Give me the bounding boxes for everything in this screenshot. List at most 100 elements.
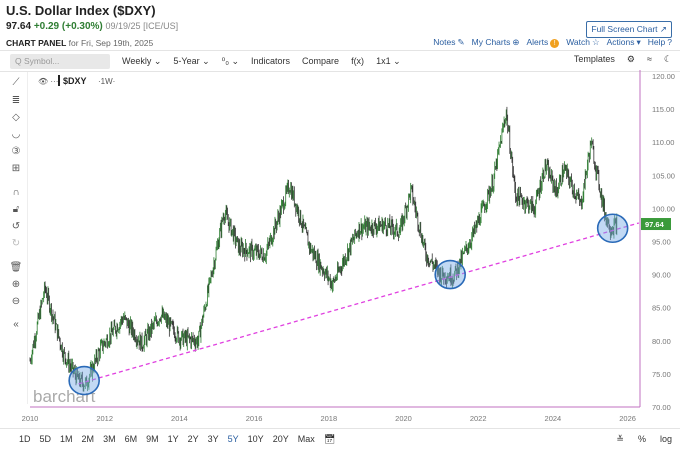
alerts-icon: ! — [550, 39, 560, 48]
chart-legend: 👁︎ ··· $DXY ·1W· — [38, 75, 115, 86]
symbol-search-input[interactable]: Q Symbol... — [10, 53, 110, 69]
shape-tool-icon[interactable]: ◇ — [12, 112, 20, 123]
undo-icon[interactable]: ↺ — [11, 221, 21, 232]
trendline — [78, 222, 639, 385]
range-9m[interactable]: 9M — [146, 434, 159, 444]
x-tick-label: 2024 — [545, 414, 562, 423]
toolbar-item-6[interactable]: 1x1 ⌄ — [376, 55, 401, 66]
help-icon: ? — [667, 37, 672, 47]
y-tick-label: 70.00 — [652, 403, 671, 412]
link-label: Actions — [606, 37, 635, 47]
collapse-icon[interactable]: ≈ — [646, 54, 652, 64]
y-tick-label: 85.00 — [652, 304, 671, 313]
curve-tool-icon[interactable]: ◡ — [11, 129, 21, 140]
page-title: U.S. Dollar Index ($DXY) — [6, 3, 156, 18]
range-6m[interactable]: 6M — [124, 434, 138, 444]
range-10y[interactable]: 10Y — [247, 434, 264, 444]
y-tick-label: 75.00 — [652, 370, 671, 379]
price-change: +0.29 (+0.30%) — [33, 21, 103, 32]
x-tick-label: 2012 — [96, 414, 113, 423]
toolbar-item-4[interactable]: Compare — [302, 55, 340, 66]
range-3m[interactable]: 3M — [103, 434, 116, 444]
range-2m[interactable]: 2M — [81, 434, 95, 444]
range-20y[interactable]: 20Y — [272, 434, 289, 444]
ohlc-bars — [29, 106, 618, 392]
toolbar-item-0[interactable]: Weekly ⌄ — [122, 55, 162, 66]
range-1m[interactable]: 1M — [60, 434, 73, 444]
chart-toolbar: Q Symbol... Weekly ⌄ 5-Year ⌄ ⁰₀ ⌄ Indicato… — [0, 51, 680, 71]
link-label: Watch — [566, 37, 590, 47]
zoom-out-icon[interactable]: ⊖ — [11, 296, 21, 307]
chart-type-icon[interactable]: ≚ — [616, 433, 624, 444]
highlight-circle — [68, 365, 100, 396]
toolbar-item-5[interactable]: f(x) — [351, 55, 365, 66]
header-link-actions[interactable]: Actions ▾ — [607, 37, 641, 48]
last-price: 97.64 — [6, 21, 32, 32]
header-link-notes[interactable]: Notes ✎ — [433, 37, 464, 48]
x-tick-label: 2010 — [22, 414, 39, 423]
x-tick-label: 2026 — [619, 414, 636, 423]
notes-icon: ✎ — [457, 37, 465, 47]
y-tick-label: 105.00 — [652, 171, 675, 180]
lock-icon[interactable]: 🔓︎ — [12, 204, 20, 215]
range-max[interactable]: Max — [297, 434, 315, 444]
toolbar-item-2[interactable]: ⁰₀ ⌄ — [221, 55, 240, 66]
y-tick-label: 110.00 — [652, 138, 674, 147]
legend-interval: ·1W· — [98, 77, 115, 86]
calendar-icon[interactable]: 📅︎ — [323, 433, 336, 444]
range-1d[interactable]: 1D — [19, 434, 31, 444]
drawing-tools-sidebar: ⟋ ≣ ◇ ◡ ③ ⊞ ∩ 🔓︎ ↺ ↻ 🗑︎ ⊕ ⊖ « — [0, 72, 28, 404]
full-screen-chart-button[interactable]: Full Screen Chart ↗ — [586, 21, 672, 38]
quote-meta: 09/19/25 [ICE/US] — [105, 21, 179, 31]
collapse-sidebar-icon[interactable]: « — [13, 319, 19, 330]
panel-date: for Fri, Sep 19th, 2025 — [68, 38, 154, 48]
zoom-in-icon[interactable]: ⊕ — [11, 279, 21, 290]
range-2y[interactable]: 2Y — [187, 434, 199, 444]
divider — [0, 71, 680, 72]
range-5d[interactable]: 5D — [39, 434, 52, 444]
count-tool-icon[interactable]: ③ — [11, 146, 21, 157]
moon-icon[interactable]: ☾ — [663, 54, 672, 64]
header-link-help[interactable]: Help? — [648, 37, 672, 48]
highlight-circle — [434, 259, 466, 290]
trash-icon[interactable]: 🗑︎ — [9, 262, 23, 273]
header-link-watch[interactable]: Watch ☆ — [566, 37, 599, 48]
toolbar-item-1[interactable]: 5-Year ⌄ — [173, 55, 210, 66]
x-tick-label: 2022 — [470, 414, 487, 423]
last-price-tag — [641, 218, 671, 231]
chart-panel-label: CHART PANEL for Fri, Sep 19th, 2025 — [6, 38, 153, 48]
fib-tool-icon[interactable]: ≣ — [11, 95, 21, 106]
header-link-my-charts[interactable]: My Charts ⊕ — [472, 37, 520, 48]
templates-button[interactable]: Templates — [573, 54, 615, 64]
highlight-circle — [596, 213, 629, 244]
legend-color-bar — [58, 75, 60, 86]
quote-line: 97.64 +0.29 (+0.30%) 09/19/25 [ICE/US] — [6, 21, 178, 32]
log-toggle[interactable]: log — [659, 433, 672, 444]
header-link-alerts[interactable]: Alerts! — [526, 37, 560, 48]
y-tick-label: 90.00 — [652, 271, 671, 280]
redo-icon[interactable]: ↻ — [11, 238, 21, 249]
y-tick-label: 95.00 — [652, 238, 671, 247]
my-charts-icon: ⊕ — [512, 37, 520, 47]
toolbar-item-3[interactable]: Indicators — [251, 55, 291, 66]
percent-toggle[interactable]: % — [637, 433, 646, 444]
range-5y[interactable]: 5Y — [227, 434, 239, 444]
range-1y[interactable]: 1Y — [167, 434, 179, 444]
range-bar: 1D 5D 1M 2M 3M 6M 9M 1Y 2Y 3Y 5Y 10Y 20Y Max 📅︎ ≚% log — [0, 430, 680, 448]
magnet-icon[interactable]: ∩ — [12, 187, 20, 198]
barchart-watermark: barchart — [33, 387, 96, 406]
watch-icon: ☆ — [592, 37, 600, 47]
x-tick-label: 2020 — [395, 414, 412, 423]
link-label: Alerts — [526, 37, 549, 47]
price-chart[interactable]: 120.00 115.00 110.00 105.00 100.00 95.00 90.00… — [0, 70, 680, 428]
gear-icon[interactable]: ⚙ — [626, 54, 635, 64]
actions-icon: ▾ — [636, 37, 641, 47]
eye-icon: 👁︎ ··· — [38, 77, 58, 86]
line-tool-icon[interactable]: ⟋ — [12, 77, 20, 88]
pattern-tool-icon[interactable]: ⊞ — [11, 163, 21, 174]
range-3y[interactable]: 3Y — [207, 434, 219, 444]
y-tick-label: 120.00 — [652, 72, 675, 81]
link-label: Help — [647, 37, 666, 47]
y-tick-label: 80.00 — [652, 337, 671, 346]
x-tick-label: 2014 — [171, 414, 188, 423]
